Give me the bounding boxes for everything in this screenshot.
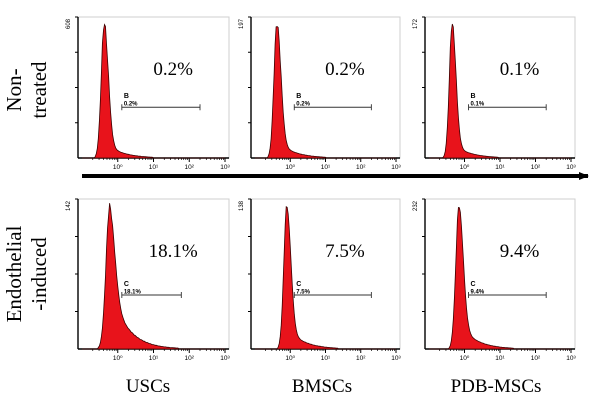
gate-name-label: C [471,281,476,288]
percent-label: 7.5% [325,241,365,262]
x-tick-label: 10³ [391,164,401,171]
x-tick-label: 10¹ [149,355,159,362]
x-tick-label: 10² [185,164,195,171]
column-label-bmscs: BMSCs [292,376,352,397]
histogram-curve [82,203,225,350]
gate-name-label: C [124,281,129,288]
x-tick-label: 10³ [391,355,401,362]
x-tick-label: 10¹ [495,355,505,362]
gate-percent-label: 9.4% [471,290,485,296]
x-tick-label: 10³ [566,355,576,362]
x-tick-label: 10¹ [321,164,331,171]
row-label-non-treated-line2: treated [27,61,51,119]
x-tick-label: 10⁰ [460,164,470,171]
y-max-label: 608 [66,18,72,29]
x-tick-label: 10² [356,164,366,171]
gate-name-label: C [296,281,301,288]
x-tick-label: 10¹ [321,355,331,362]
gate-percent-label: 0.2% [124,102,138,108]
gate-name-label: B [124,93,129,100]
histogram-curve [255,26,396,159]
x-tick-label: 10³ [220,164,230,171]
percent-label: 9.4% [500,241,540,262]
histogram-panels: 608 10⁰ 10¹ 10² 10³ B 0.2% 0.2% 197 10⁰ 10¹ 10² 10³ B… [66,16,577,362]
y-max-label: 142 [66,200,72,211]
gate-percent-label: 0.1% [471,102,485,108]
x-tick-label: 10⁰ [460,355,470,362]
panel-USCs-non-treated: 608 10⁰ 10¹ 10² 10³ B 0.2% 0.2% [66,16,231,171]
histogram-curve [255,205,396,350]
percent-label: 0.2% [325,59,365,80]
x-tick-label: 10² [531,164,541,171]
panel-BMSCs-endothelial-induced: 138 10⁰ 10¹ 10² 10³ C 7.5% 7.5% [239,198,402,362]
x-tick-label: 10² [356,355,366,362]
x-tick-label: 10⁰ [113,164,123,171]
histogram-curve [429,207,571,350]
row-label-non-treated-line1: Non- [2,68,26,111]
row-label-endothelial-line1: Endothelial [2,225,26,322]
histogram-curve [82,23,225,159]
x-tick-label: 10¹ [149,164,159,171]
gate-name-label: B [471,93,476,100]
x-tick-label: 10² [185,355,195,362]
panel-frame [250,198,401,350]
x-tick-label: 10⁰ [113,355,123,362]
panel-PDB-MSCs-non-treated: 172 10⁰ 10¹ 10² 10³ B 0.1% 0.1% [413,16,577,171]
percent-label: 0.1% [500,59,540,80]
x-tick-label: 10² [531,355,541,362]
panel-USCs-endothelial-induced: 142 10⁰ 10¹ 10² 10³ C 18.1% 18.1% [66,198,231,362]
histogram-curve [429,23,571,159]
column-label-uscs: USCs [126,376,170,397]
panel-BMSCs-non-treated: 197 10⁰ 10¹ 10² 10³ B 0.2% 0.2% [239,16,402,171]
x-tick-label: 10⁰ [285,355,295,362]
percent-label: 18.1% [149,241,198,262]
x-tick-label: 10⁰ [285,164,295,171]
y-max-label: 232 [413,200,419,211]
row-label-endothelial-line2: -induced [27,237,51,311]
panel-frame [424,198,576,350]
gate-percent-label: 7.5% [296,290,310,296]
panel-PDB-MSCs-endothelial-induced: 232 10⁰ 10¹ 10² 10³ C 9.4% 9.4% [413,198,577,362]
percent-label: 0.2% [153,59,193,80]
y-max-label: 138 [239,200,245,211]
y-max-label: 197 [239,18,245,29]
x-tick-label: 10³ [220,355,230,362]
panel-frame [77,198,230,350]
x-tick-label: 10³ [566,164,576,171]
gate-percent-label: 0.2% [296,102,310,108]
x-tick-label: 10¹ [495,164,505,171]
gate-name-label: B [296,93,301,100]
gate-percent-label: 18.1% [124,290,142,296]
column-label-pdb-mscs: PDB-MSCs [451,376,542,397]
y-max-label: 172 [413,18,419,29]
